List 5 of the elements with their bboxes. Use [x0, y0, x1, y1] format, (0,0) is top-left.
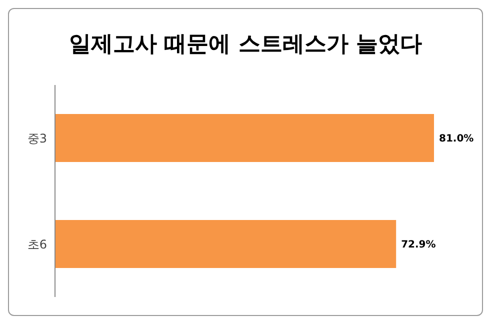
chart-title: 일제고사 때문에 스트레스가 늘었다 [68, 31, 423, 59]
data-label: 72.9% [401, 240, 436, 251]
data-label: 81.0% [439, 134, 474, 145]
y-tick-label: 초6 [27, 237, 47, 252]
y-tick-label: 중3 [27, 131, 47, 146]
